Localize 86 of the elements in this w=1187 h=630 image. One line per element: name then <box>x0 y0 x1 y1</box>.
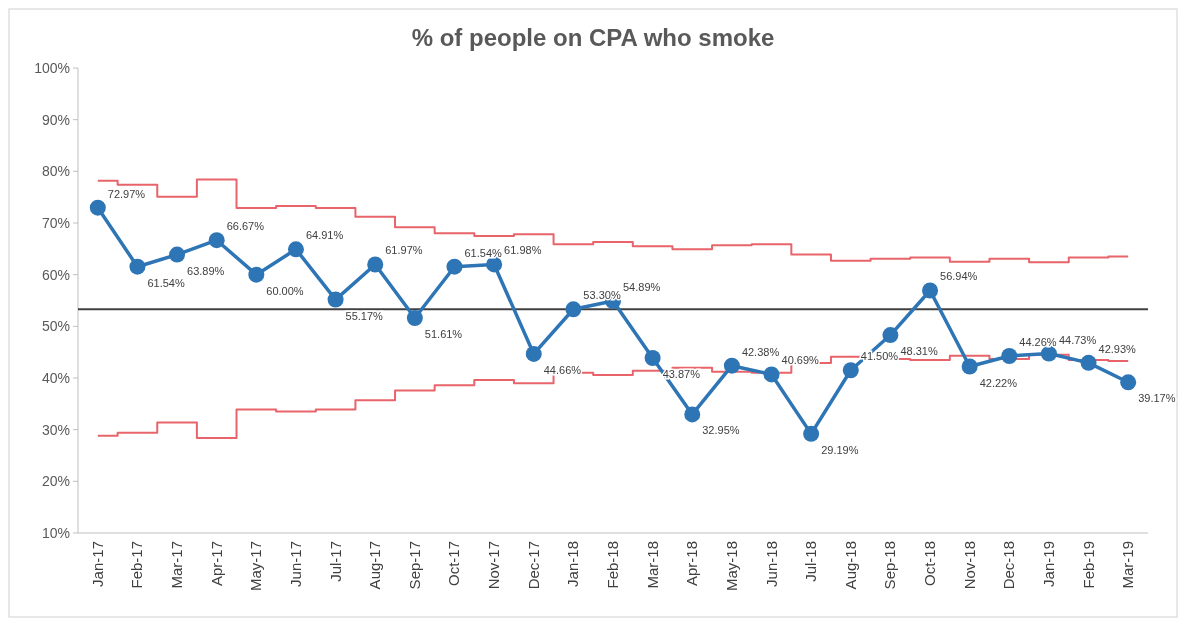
x-tick-label: Jul-18 <box>802 541 820 582</box>
x-tick-label: Nov-17 <box>485 541 503 590</box>
data-label: 39.17% <box>1138 392 1176 405</box>
x-tick-label: Aug-18 <box>841 541 859 590</box>
point <box>89 199 106 216</box>
x-tick-label: Dec-17 <box>524 541 542 590</box>
x-tick-label: Oct-17 <box>445 541 463 587</box>
point <box>684 406 701 423</box>
x-tick-label: Jan-19 <box>1039 541 1057 587</box>
point <box>723 357 740 374</box>
data-label: 48.31% <box>900 345 938 358</box>
point <box>367 256 384 273</box>
x-tick-label: Jul-17 <box>326 541 344 582</box>
point <box>486 256 503 273</box>
point <box>525 345 542 362</box>
point <box>1120 374 1137 391</box>
x-tick-label: Jan-17 <box>88 541 106 587</box>
data-label: 42.22% <box>979 376 1018 389</box>
point <box>922 282 939 299</box>
point <box>763 366 780 383</box>
point <box>327 291 344 308</box>
x-tick-label: May-18 <box>722 541 740 592</box>
point <box>1040 345 1057 362</box>
y-tick-label: 60% <box>41 266 70 283</box>
data-label: 55.17% <box>345 309 384 322</box>
x-tick-label: Apr-17 <box>207 541 225 587</box>
point <box>1080 354 1097 371</box>
y-tick-label: 80% <box>41 163 70 180</box>
data-label: 72.97% <box>107 187 146 200</box>
x-tick-label: Sep-17 <box>405 541 423 590</box>
data-label: 61.54% <box>147 276 185 289</box>
data-label: 44.73% <box>1058 333 1097 346</box>
point <box>446 258 463 275</box>
data-label: 32.95% <box>702 424 740 437</box>
point <box>208 232 225 249</box>
point <box>169 246 186 263</box>
x-tick-label: Jan-18 <box>564 541 582 587</box>
data-label: 61.97% <box>385 244 423 257</box>
data-label: 64.91% <box>305 229 344 242</box>
y-tick-label: 10% <box>41 524 70 541</box>
x-tick-label: Jun-17 <box>286 541 304 587</box>
x-tick-label: Mar-19 <box>1119 541 1137 589</box>
chart-title: % of people on CPA who smoke <box>411 24 775 51</box>
x-tick-label: May-17 <box>247 541 265 592</box>
point <box>565 301 582 318</box>
point <box>406 310 423 327</box>
point <box>842 362 859 379</box>
x-tick-label: Feb-17 <box>128 541 146 589</box>
x-tick-label: Nov-18 <box>960 541 978 590</box>
point <box>803 425 820 442</box>
x-tick-label: Dec-18 <box>1000 541 1018 590</box>
x-tick-label: Feb-19 <box>1079 541 1097 589</box>
y-tick-label: 90% <box>41 111 70 128</box>
data-label: 60.00% <box>266 284 304 297</box>
data-label: 29.19% <box>821 443 859 456</box>
data-label: 44.26% <box>1019 335 1057 348</box>
data-label: 61.98% <box>504 244 542 257</box>
data-label: 51.61% <box>424 328 463 341</box>
point <box>1001 347 1018 364</box>
data-label: 66.67% <box>226 220 265 233</box>
data-label: 42.93% <box>1098 342 1137 355</box>
x-tick-label: Oct-18 <box>921 541 939 587</box>
data-label: 54.89% <box>623 281 661 294</box>
point <box>882 327 899 344</box>
data-label: 56.94% <box>940 270 978 283</box>
y-tick-label: 30% <box>41 421 70 438</box>
y-tick-label: 70% <box>41 214 70 231</box>
point <box>248 266 265 283</box>
x-tick-label: Mar-17 <box>168 541 186 589</box>
x-tick-label: Apr-18 <box>683 541 701 587</box>
x-tick-label: Feb-18 <box>604 541 621 589</box>
point <box>961 358 978 375</box>
y-tick-label: 40% <box>41 369 70 386</box>
data-label: 61.54% <box>464 246 503 259</box>
data-label: 63.89% <box>187 264 225 277</box>
x-tick-label: Aug-17 <box>366 541 384 590</box>
y-tick-label: 100% <box>34 59 70 76</box>
point <box>287 241 304 258</box>
x-tick-label: Jun-18 <box>762 541 780 587</box>
point <box>129 258 146 275</box>
y-tick-label: 50% <box>41 318 70 335</box>
data-label: 42.38% <box>741 345 780 358</box>
y-tick-label: 20% <box>41 473 70 490</box>
x-tick-label: Mar-18 <box>643 541 661 589</box>
point <box>644 350 661 367</box>
x-tick-label: Sep-18 <box>881 541 899 590</box>
